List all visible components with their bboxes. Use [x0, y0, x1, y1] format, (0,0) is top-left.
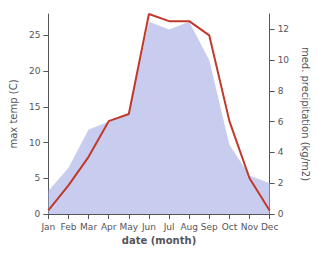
svg-text:Oct: Oct — [222, 222, 238, 232]
svg-text:25: 25 — [29, 30, 40, 40]
svg-text:date (month): date (month) — [122, 235, 196, 246]
svg-text:15: 15 — [29, 102, 40, 112]
svg-text:Sep: Sep — [201, 222, 218, 232]
svg-text:Mar: Mar — [80, 222, 97, 232]
svg-text:10: 10 — [29, 138, 41, 148]
svg-text:4: 4 — [278, 147, 284, 157]
svg-text:12: 12 — [278, 24, 289, 34]
svg-text:8: 8 — [278, 86, 284, 96]
svg-text:Jun: Jun — [141, 222, 156, 232]
svg-text:Apr: Apr — [101, 222, 117, 232]
svg-text:0: 0 — [278, 209, 284, 219]
svg-text:2: 2 — [278, 178, 284, 188]
svg-text:May: May — [120, 222, 139, 232]
svg-text:Aug: Aug — [180, 222, 198, 232]
svg-text:Jan: Jan — [40, 222, 55, 232]
svg-text:max temp (C): max temp (C) — [8, 79, 19, 148]
svg-text:10: 10 — [278, 55, 290, 65]
svg-text:Feb: Feb — [61, 222, 77, 232]
svg-text:Jul: Jul — [163, 222, 175, 232]
svg-text:6: 6 — [278, 117, 284, 127]
svg-text:Dec: Dec — [261, 222, 278, 232]
svg-text:med. precipitation (kg/m2): med. precipitation (kg/m2) — [300, 47, 311, 181]
svg-text:0: 0 — [35, 209, 41, 219]
svg-text:Nov: Nov — [241, 222, 259, 232]
svg-text:5: 5 — [35, 173, 41, 183]
svg-text:20: 20 — [29, 66, 41, 76]
